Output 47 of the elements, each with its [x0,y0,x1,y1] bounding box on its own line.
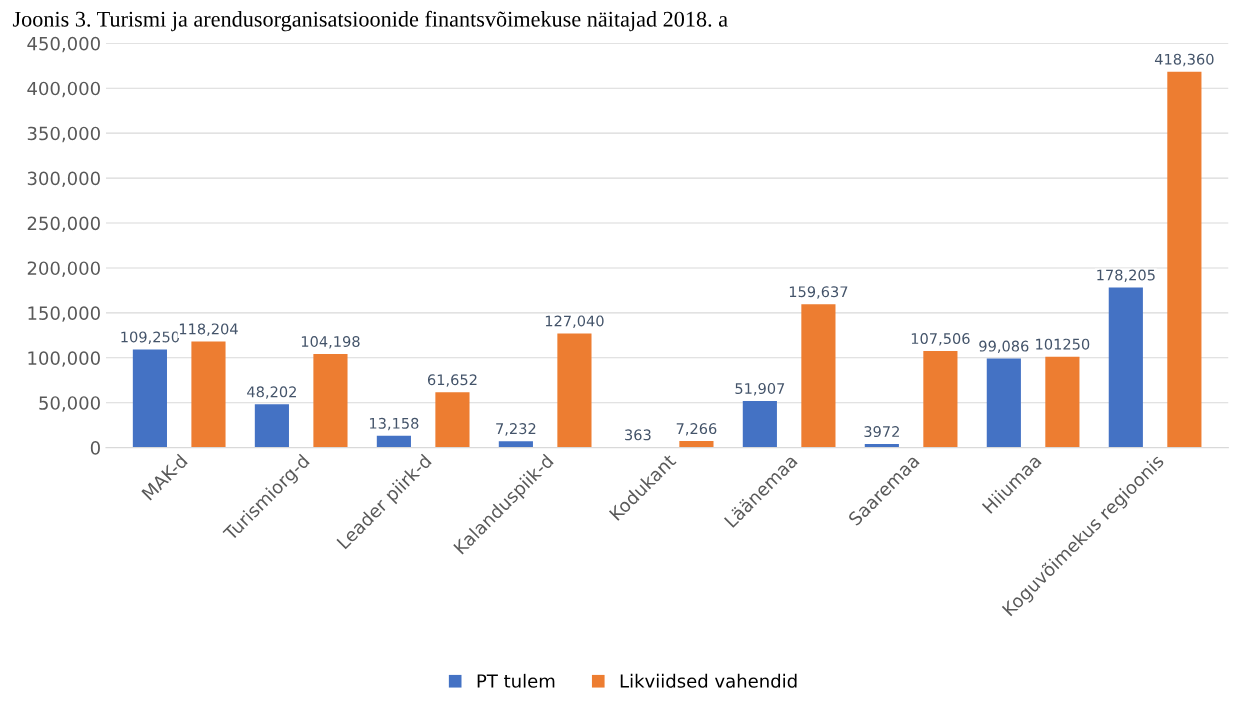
data-label: 48,202 [247,386,296,399]
data-label: 363 [625,429,651,441]
bar [435,392,470,448]
data-label: 109,250 [121,331,180,344]
y-tick-label: 350,000 [27,126,100,143]
y-tick-label: 300,000 [27,171,100,188]
data-label: 104,198 [301,336,360,349]
bar [679,441,714,448]
y-tick-label: 150,000 [28,306,100,322]
y-tick-label: 100,000 [28,351,100,367]
legend-label: Likviidsed vahendid [620,673,797,688]
y-tick-label: 400,000 [27,81,100,98]
bar [801,304,836,448]
y-tick-label: 50,000 [39,396,100,412]
bar [191,341,226,448]
data-label: 418,360 [1154,53,1214,67]
data-label: 61,652 [427,374,477,387]
y-tick-label: 250,000 [27,216,100,232]
data-label: 118,204 [179,323,238,336]
bar [376,435,411,448]
bar [1045,356,1080,448]
bar [923,351,958,448]
data-label: 127,040 [545,315,604,328]
data-label: 51,907 [735,382,785,396]
data-label: 99,086 [979,340,1029,354]
bar [1167,71,1202,448]
chart-title: Joonis 3. Turismi ja arendusorganisatsioonide finantsvõimekuse näitajad 2018. a [12,10,728,32]
bar [132,349,167,448]
data-label: 107,506 [911,333,970,346]
y-tick-label: 200,000 [27,261,100,277]
bar [557,333,592,448]
bar [254,404,289,448]
bar [1108,287,1143,448]
bar [498,441,533,448]
data-label: 101250 [1036,338,1090,350]
data-label: 159,637 [789,286,848,299]
legend-label: PT tulem [477,673,555,688]
data-label: 178,205 [1097,269,1155,283]
data-label: 3972 [864,426,899,438]
y-tick-label: 0 [90,441,100,455]
y-tick-label: 450,000 [27,36,100,53]
bar [986,358,1021,448]
bar [742,401,777,448]
bar [313,354,348,448]
data-label: 7,266 [676,423,717,436]
data-label: 13,158 [369,417,419,431]
data-label: 7,232 [496,423,536,436]
